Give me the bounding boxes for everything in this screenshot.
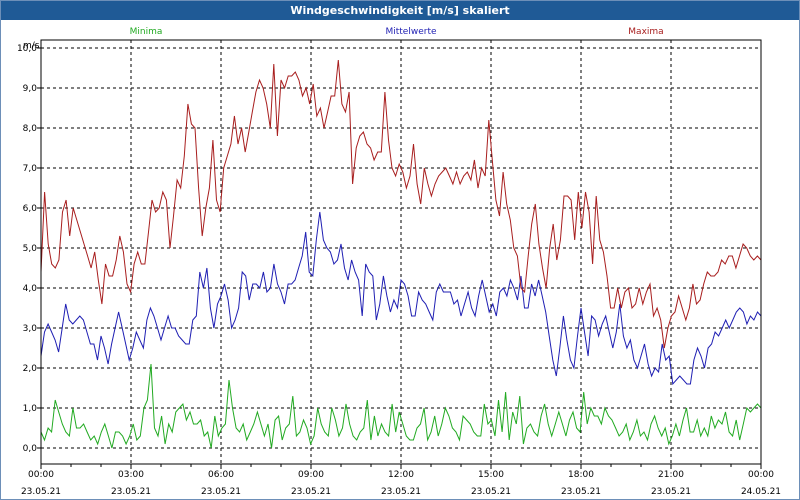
grid-lines <box>41 40 761 464</box>
x-tick-time-label: 09:00 <box>298 470 324 480</box>
wind-speed-chart: m/s 0,0 1,0 2,0 3,0 4,0 5,0 6,0 7,0 8,0 9,0 10,0 00… <box>17 27 781 497</box>
y-axis-unit-label: m/s <box>23 41 40 51</box>
series-line-minima <box>40 363 762 449</box>
x-tick-date-label: 23.05.21 <box>21 487 61 497</box>
y-tick-label: 4,0 <box>23 284 38 294</box>
x-tick-time-label: 03:00 <box>118 470 144 480</box>
legend: Minima Mittelwerte Maxima <box>130 27 664 37</box>
y-tick-label: 3,0 <box>23 324 38 334</box>
y-tick-label: 6,0 <box>23 204 38 214</box>
x-tick-time-label: 15:00 <box>478 470 504 480</box>
x-tick-time-label: 12:00 <box>388 470 414 480</box>
y-tick-label: 8,0 <box>23 124 38 134</box>
x-tick-date-label: 23.05.21 <box>651 487 691 497</box>
series-lines <box>40 59 762 449</box>
x-tick-time-label: 06:00 <box>208 470 234 480</box>
axis-labels: m/s 0,0 1,0 2,0 3,0 4,0 5,0 6,0 7,0 8,0 9,0 10,0 00… <box>17 41 781 497</box>
y-tick-label: 2,0 <box>23 364 38 374</box>
y-tick-label: 5,0 <box>23 244 38 254</box>
x-tick-date-label: 23.05.21 <box>471 487 511 497</box>
y-tick-label: 9,0 <box>23 84 38 94</box>
x-tick-time-label: 00:00 <box>748 470 774 480</box>
series-line-maxima <box>40 59 762 349</box>
x-tick-date-label: 23.05.21 <box>291 487 331 497</box>
x-tick-date-label: 23.05.21 <box>111 487 151 497</box>
x-tick-date-label: 24.05.21 <box>741 487 781 497</box>
x-tick-time-label: 18:00 <box>568 470 594 480</box>
y-tick-label: 0,0 <box>23 444 38 454</box>
x-tick-date-label: 23.05.21 <box>201 487 241 497</box>
x-tick-date-label: 23.05.21 <box>381 487 421 497</box>
legend-entry: Mittelwerte <box>385 27 436 37</box>
x-tick-time-label: 21:00 <box>658 470 684 480</box>
series-line-mittelwerte <box>40 211 762 386</box>
x-tick-time-label: 00:00 <box>28 470 54 480</box>
y-tick-label: 1,0 <box>23 404 38 414</box>
legend-entry: Maxima <box>628 27 663 37</box>
y-tick-label: 7,0 <box>23 164 38 174</box>
axes <box>37 39 762 469</box>
y-tick-label: 10,0 <box>17 44 37 54</box>
legend-entry: Minima <box>130 27 163 37</box>
x-tick-date-label: 23.05.21 <box>561 487 601 497</box>
window-title: Windgeschwindigkeit [m/s] skaliert <box>1 1 799 20</box>
